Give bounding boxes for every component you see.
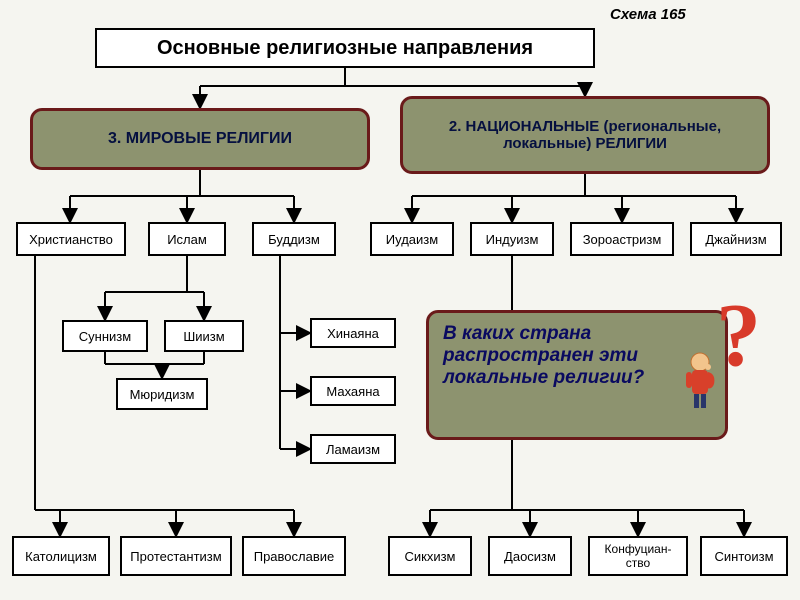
node-christianity: Христианство xyxy=(16,222,126,256)
thinking-person-icon xyxy=(678,350,722,410)
node-orthodoxy: Православие xyxy=(242,536,346,576)
diagram-title: Основные религиозные направления xyxy=(95,28,595,68)
node-shiism: Шиизм xyxy=(164,320,244,352)
question-mark-icon: ? xyxy=(716,300,761,372)
node-sunnism: Суннизм xyxy=(62,320,148,352)
connector-lines xyxy=(0,0,800,600)
node-mahayana: Махаяна xyxy=(310,376,396,406)
node-sikhism: Сикхизм xyxy=(388,536,472,576)
branch-national-religions: 2. НАЦИОНАЛЬНЫЕ (региональные, локальные… xyxy=(400,96,770,174)
node-judaism: Иудаизм xyxy=(370,222,454,256)
node-taoism: Даосизм xyxy=(488,536,572,576)
node-jainism: Джайнизм xyxy=(690,222,782,256)
node-muridism: Мюридизм xyxy=(116,378,208,410)
node-zoroastrianism: Зороастризм xyxy=(570,222,674,256)
node-hinduism: Индуизм xyxy=(470,222,554,256)
schema-label: Схема 165 xyxy=(610,6,686,23)
node-protestantism: Протестантизм xyxy=(120,536,232,576)
node-confucianism: Конфуциан-ство xyxy=(588,536,688,576)
node-lamaism: Ламаизм xyxy=(310,434,396,464)
branch-world-religions: 3. МИРОВЫЕ РЕЛИГИИ xyxy=(30,108,370,170)
node-buddhism: Буддизм xyxy=(252,222,336,256)
node-catholicism: Католицизм xyxy=(12,536,110,576)
node-hinayana: Хинаяна xyxy=(310,318,396,348)
node-shintoism: Синтоизм xyxy=(700,536,788,576)
node-islam: Ислам xyxy=(148,222,226,256)
